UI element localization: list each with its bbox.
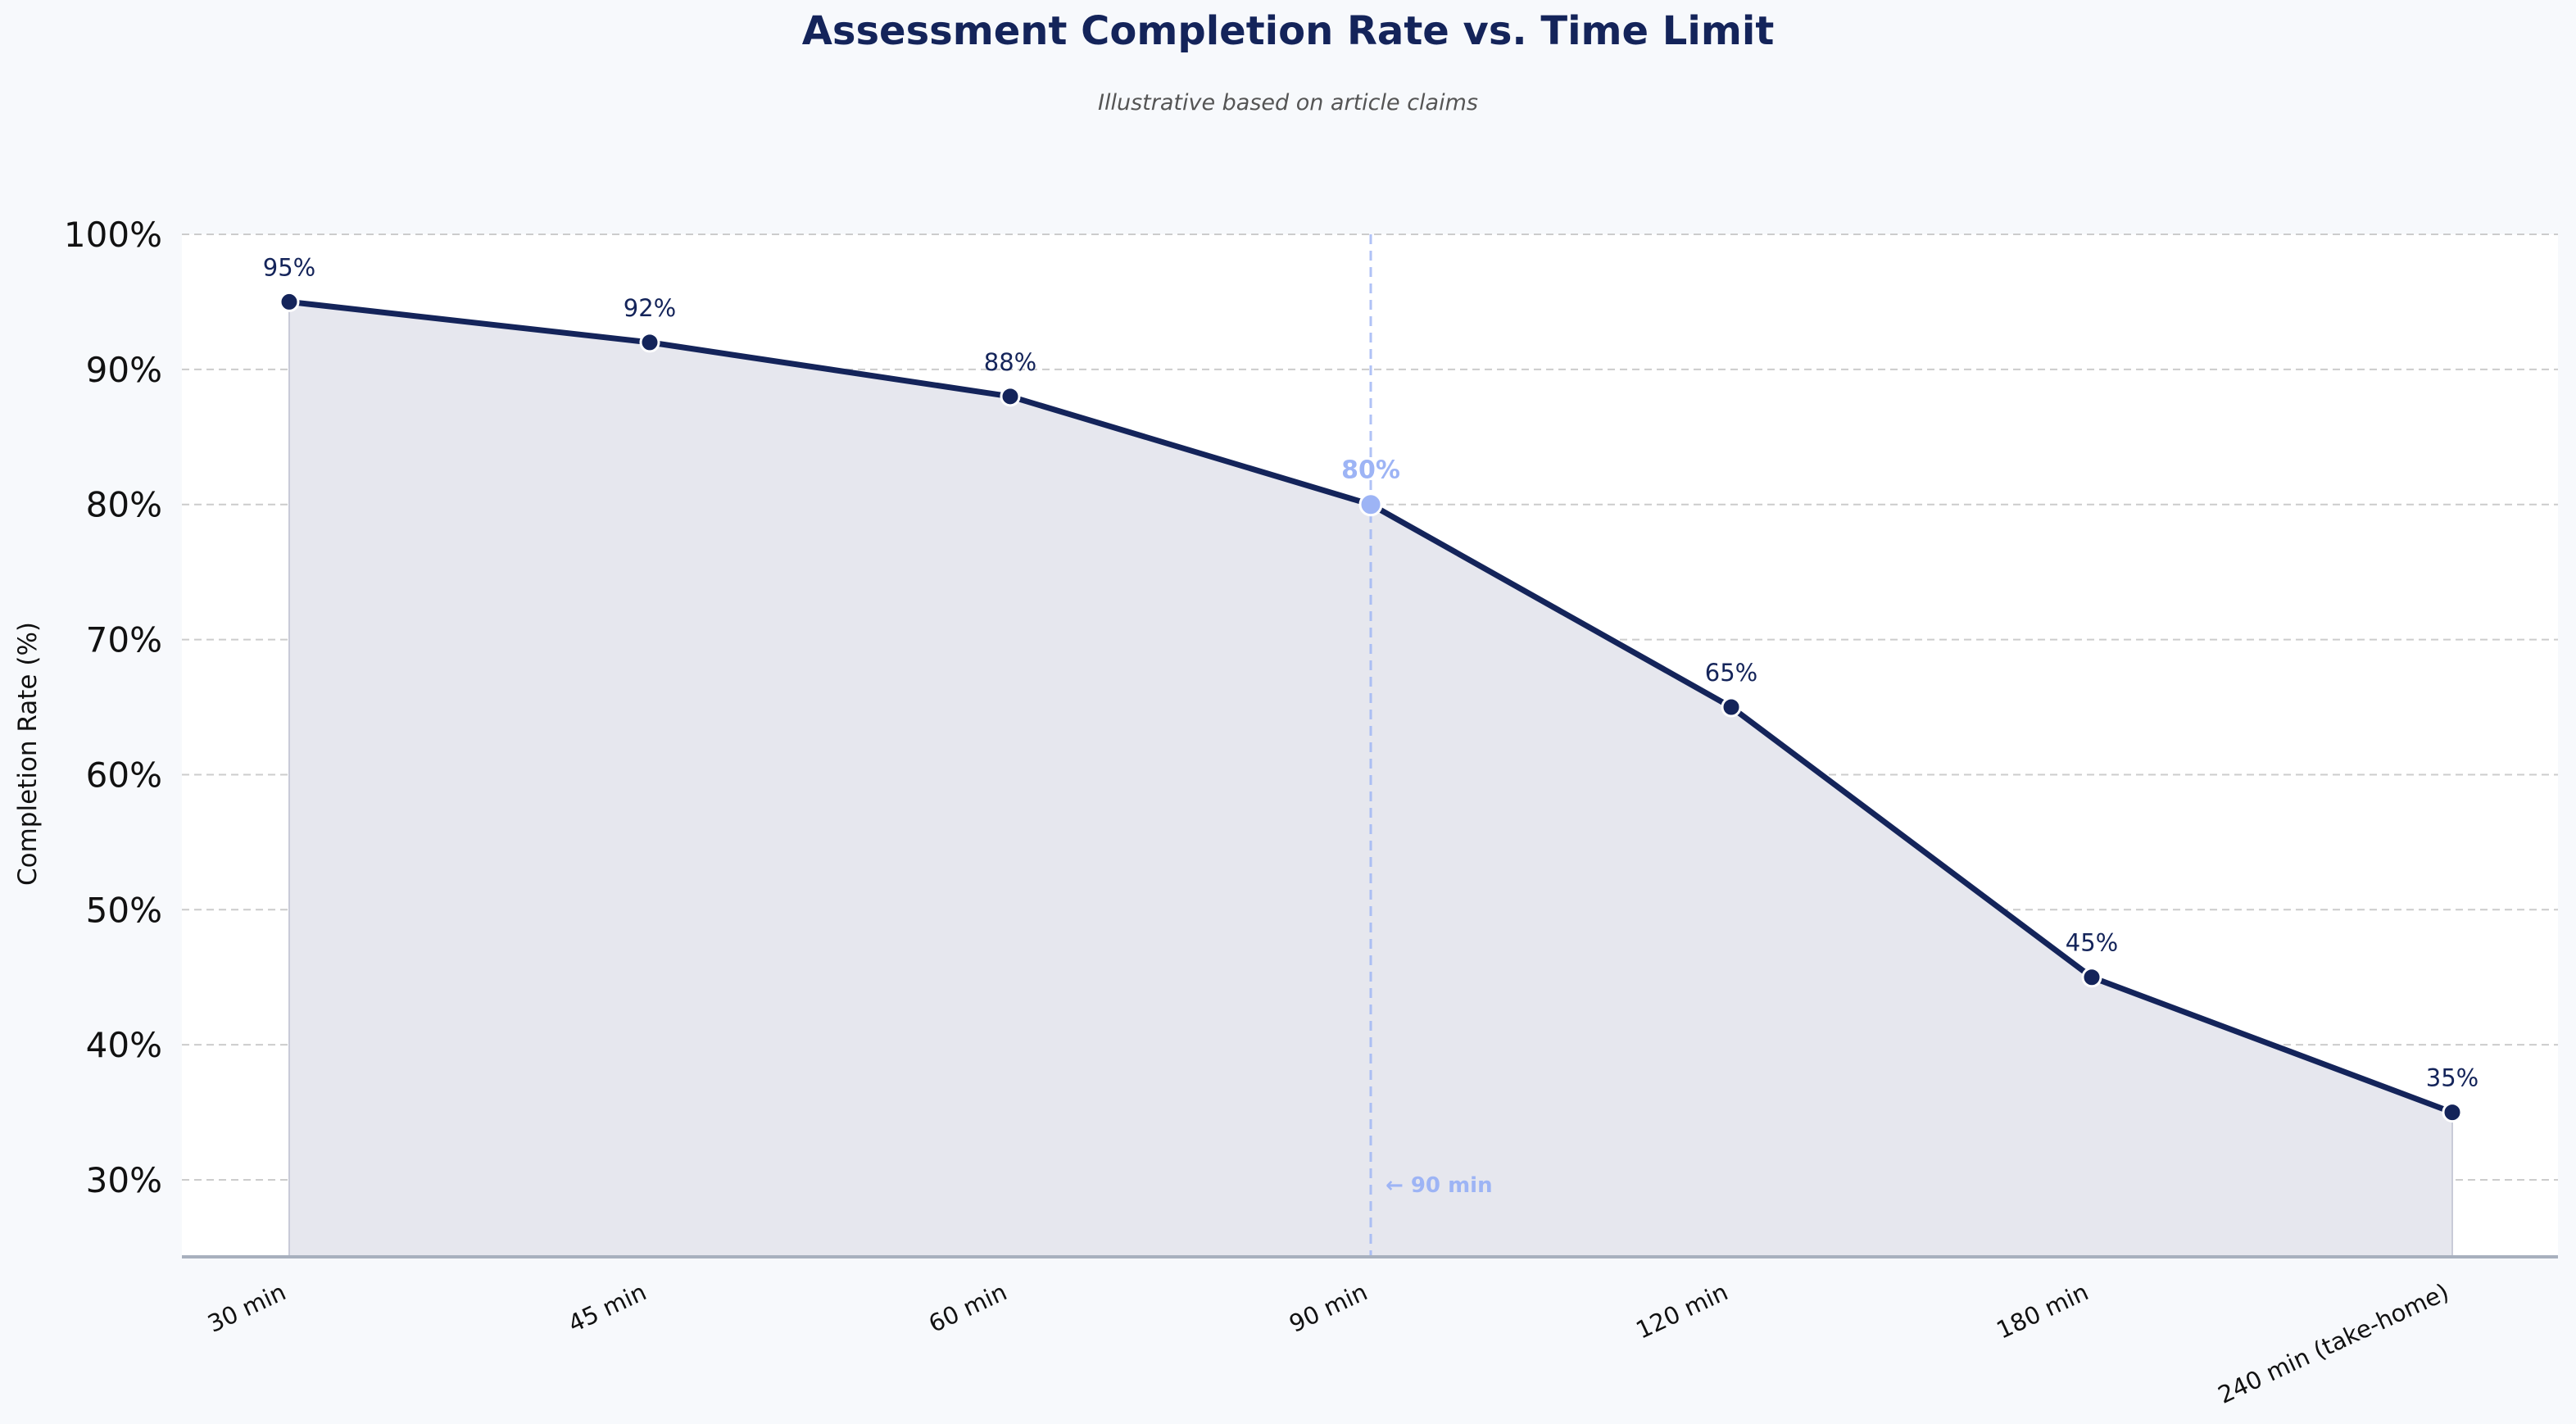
data-point xyxy=(639,332,660,353)
x-tick-label: 30 min xyxy=(203,1278,290,1338)
chart-title: Assessment Completion Rate vs. Time Limi… xyxy=(802,8,1775,54)
x-tick-label: 180 min xyxy=(1992,1278,2092,1345)
data-label: 88% xyxy=(984,348,1036,376)
data-point xyxy=(1358,492,1383,517)
data-point xyxy=(2081,967,2102,988)
y-tick-label: 40% xyxy=(86,1025,162,1065)
y-tick-label: 100% xyxy=(64,215,162,255)
data-label: 95% xyxy=(263,253,315,281)
y-tick-label: 90% xyxy=(86,350,162,390)
y-tick-label: 70% xyxy=(86,620,162,660)
y-tick-label: 80% xyxy=(86,485,162,525)
chart-subtitle: Illustrative based on article claims xyxy=(1098,90,1478,116)
data-point xyxy=(279,291,300,312)
data-label: 80% xyxy=(1341,456,1400,485)
data-point xyxy=(1721,696,1742,718)
marker-layer xyxy=(279,291,2463,1123)
data-point xyxy=(1000,386,1021,407)
label-layer: 95% 92% 88% 80% 65% 45% 35% xyxy=(263,253,2478,1091)
y-tick-label: 30% xyxy=(86,1160,162,1200)
data-label: 65% xyxy=(1705,659,1757,687)
data-label: 45% xyxy=(2066,929,2118,957)
x-tick-label: 45 min xyxy=(564,1278,651,1338)
y-tick-label: 50% xyxy=(86,890,162,930)
x-tick-label: 240 min (take-home) xyxy=(2214,1278,2453,1409)
x-tick-label: 60 min xyxy=(924,1278,1011,1338)
y-axis-label: Completion Rate (%) xyxy=(13,622,43,886)
data-label: 92% xyxy=(624,294,676,322)
x-tick-label: 90 min xyxy=(1285,1278,1372,1338)
data-label: 35% xyxy=(2426,1064,2478,1092)
highlight-layer: ← 90 min xyxy=(1369,234,1493,1257)
data-point xyxy=(2442,1102,2463,1123)
y-tick-label: 60% xyxy=(86,755,162,795)
x-tick-label: 120 min xyxy=(1631,1278,1731,1345)
highlight-annotation: ← 90 min xyxy=(1386,1173,1493,1198)
